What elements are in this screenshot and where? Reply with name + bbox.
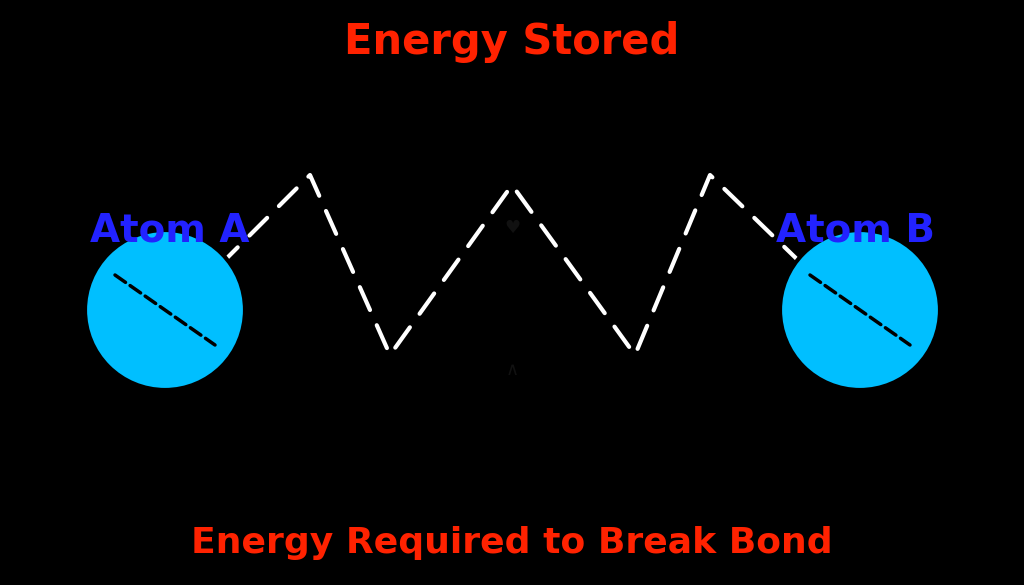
Text: ♥: ♥ [504,219,520,237]
Circle shape [85,230,245,390]
Circle shape [780,230,940,390]
Text: Energy Stored: Energy Stored [344,21,680,63]
Text: Atom B: Atom B [776,211,935,249]
Text: ∧: ∧ [506,361,518,379]
Text: Energy Required to Break Bond: Energy Required to Break Bond [191,526,833,560]
Text: Atom A: Atom A [90,211,250,249]
